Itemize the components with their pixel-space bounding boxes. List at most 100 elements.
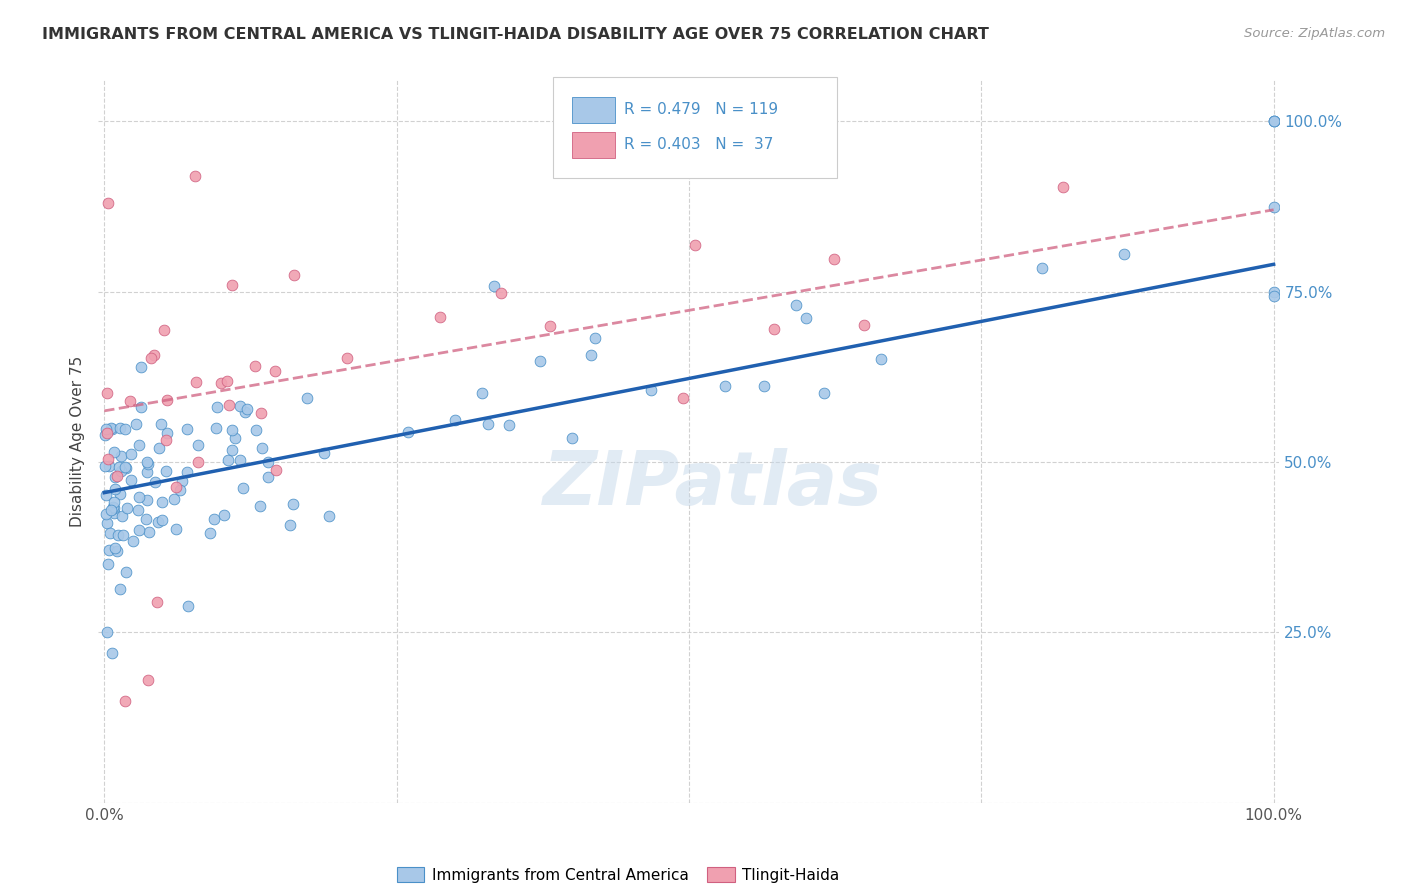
Point [579,348,602,362]
Point [111,527,134,541]
Point [224,431,246,445]
Point [318,508,340,523]
Point [1263,114,1285,128]
Point [1263,114,1285,128]
Point [100,503,122,517]
Point [114,459,136,474]
Point [176,422,198,436]
Point [205,400,228,414]
Point [120,474,142,488]
Point [136,492,159,507]
Point [336,351,359,365]
Point [477,417,499,432]
Text: Source: ZipAtlas.com: Source: ZipAtlas.com [1244,27,1385,40]
Point [141,351,163,366]
Point [177,599,200,613]
Point [672,392,695,406]
Point [138,673,160,687]
Point [96,516,118,530]
Point [1263,200,1285,214]
Point [232,481,254,495]
Point [97,196,120,211]
Point [813,386,835,401]
Point [156,392,179,407]
Point [110,486,132,500]
Point [295,391,318,405]
Point [120,394,142,409]
Point [110,449,132,463]
Point [263,364,285,378]
Point [136,458,159,472]
Text: R = 0.403   N =  37: R = 0.403 N = 37 [624,137,773,152]
Point [257,469,280,483]
Point [640,384,662,398]
Point [125,417,148,431]
Point [714,378,737,392]
Point [221,423,243,437]
Point [96,625,118,640]
FancyBboxPatch shape [572,97,614,123]
Text: ZIPatlas: ZIPatlas [543,449,883,522]
Point [128,490,150,504]
Point [228,453,250,467]
Text: R = 0.479   N = 119: R = 0.479 N = 119 [624,103,778,118]
Point [121,534,143,549]
Point [283,268,305,282]
Legend: Immigrants from Central America, Tlingit-Haida: Immigrants from Central America, Tlingit… [391,861,845,888]
Point [94,459,117,474]
Point [146,595,169,609]
Point [135,455,157,469]
Point [396,425,419,439]
Point [127,503,149,517]
Point [785,298,807,312]
Point [249,406,271,420]
Point [148,515,170,529]
Point [202,512,225,526]
Point [103,494,125,508]
Point [107,528,129,542]
Point [1263,285,1285,299]
Point [264,463,287,477]
Point [96,386,118,401]
Point [103,506,125,520]
Point [165,480,187,494]
Point [104,482,127,496]
Point [218,398,240,412]
FancyBboxPatch shape [572,132,614,158]
Point [128,438,150,452]
Y-axis label: Disability Age Over 75: Disability Age Over 75 [70,356,86,527]
Point [114,693,136,707]
Text: IMMIGRANTS FROM CENTRAL AMERICA VS TLINGIT-HAIDA DISABILITY AGE OVER 75 CORRELAT: IMMIGRANTS FROM CENTRAL AMERICA VS TLING… [42,27,988,42]
Point [101,500,124,514]
Point [150,495,173,509]
Point [198,525,221,540]
Point [212,508,235,523]
Point [187,438,209,452]
Point [94,422,117,436]
Point [1052,180,1074,194]
Point [1263,114,1285,128]
Point [853,318,876,332]
Point [538,319,561,334]
Point [105,544,128,558]
Point [256,455,278,469]
Point [103,500,125,515]
Point [150,417,173,431]
Point [94,428,117,442]
Point [104,470,127,484]
Point [489,286,512,301]
Point [98,526,121,541]
Point [105,468,128,483]
Point [143,475,166,489]
Point [482,279,505,293]
Point [823,252,845,266]
Point [228,400,250,414]
Point [685,238,707,252]
Point [156,426,179,441]
FancyBboxPatch shape [553,77,837,178]
Point [209,376,232,390]
Point [205,421,228,435]
Point [152,323,174,337]
Point [136,466,159,480]
Point [1031,260,1053,275]
